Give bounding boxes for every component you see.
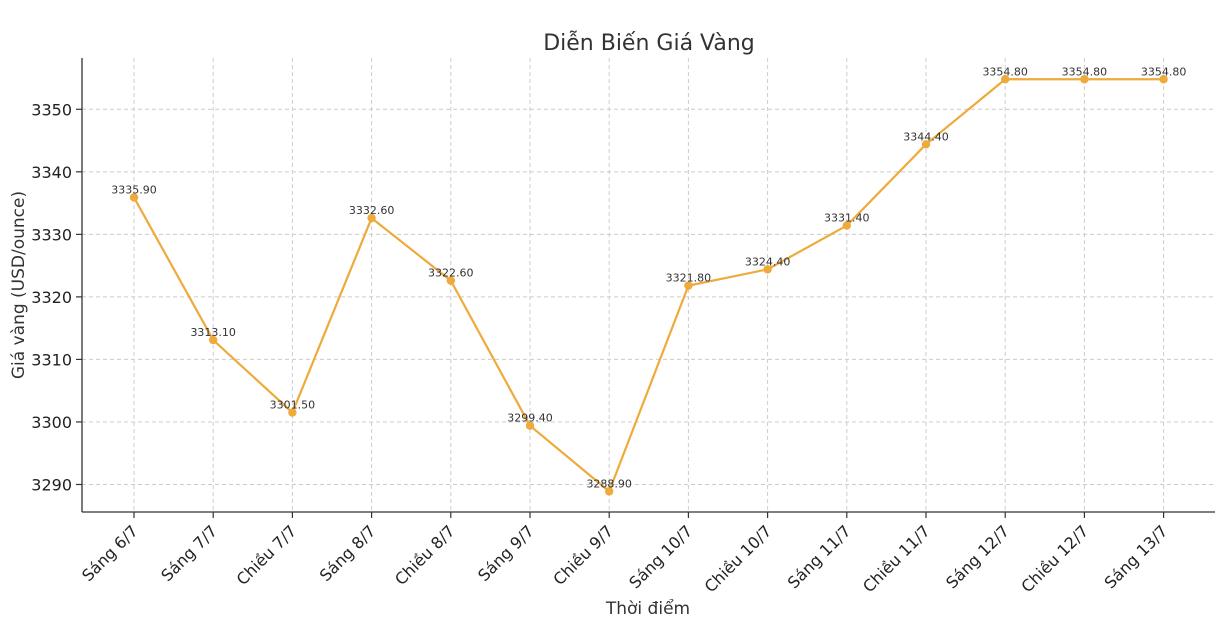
chart-title: Diễn Biến Giá Vàng bbox=[543, 30, 755, 56]
data-point bbox=[1001, 75, 1010, 84]
x-axis-label: Thời điểm bbox=[605, 598, 690, 619]
data-label: 3331.40 bbox=[824, 212, 870, 225]
data-label: 3322.60 bbox=[428, 267, 474, 280]
x-tick-label: Chiều 12/7 bbox=[1017, 521, 1092, 596]
x-tick-label: Chiều 10/7 bbox=[701, 521, 776, 596]
data-labels: 3335.90 3313.10 3301.50 3332.60 3322.60 3299.… bbox=[111, 65, 1186, 490]
x-tick-label: Sáng 7/7 bbox=[157, 521, 221, 585]
data-label: 3354.80 bbox=[982, 65, 1028, 78]
data-label: 3344.40 bbox=[903, 130, 949, 143]
data-point bbox=[1080, 75, 1089, 84]
data-point bbox=[129, 193, 139, 202]
data-label: 3301.50 bbox=[270, 399, 316, 412]
x-tick-label: Chiều 8/7 bbox=[391, 521, 459, 589]
x-axis-ticks: Sáng 6/7 Sáng 7/7 Chiều 7/7 Sáng 8/7 Chiều 8… bbox=[78, 512, 1171, 596]
x-tick-label: Sáng 10/7 bbox=[625, 521, 696, 592]
y-tick-label: 3350 bbox=[31, 100, 72, 119]
data-label: 3299.40 bbox=[507, 412, 553, 425]
data-label: 3321.80 bbox=[666, 272, 712, 285]
price-series bbox=[129, 75, 1168, 496]
y-tick-label: 3310 bbox=[31, 350, 72, 369]
data-label: 3354.80 bbox=[1141, 65, 1187, 78]
data-point bbox=[446, 276, 455, 285]
data-label: 3324.40 bbox=[745, 255, 791, 268]
x-tick-label: Sáng 9/7 bbox=[474, 521, 538, 585]
data-point bbox=[763, 265, 772, 274]
y-axis-label: Giá vàng (USD/ounce) bbox=[9, 191, 29, 379]
data-point bbox=[842, 221, 851, 230]
grid-lines bbox=[82, 58, 1215, 512]
data-label: 3288.90 bbox=[586, 477, 632, 490]
data-point bbox=[525, 421, 535, 430]
data-point bbox=[605, 487, 614, 496]
y-tick-label: 3340 bbox=[31, 163, 72, 182]
y-tick-label: 3300 bbox=[31, 413, 72, 432]
x-tick-label: Sáng 13/7 bbox=[1101, 521, 1172, 592]
y-tick-label: 3320 bbox=[31, 288, 72, 307]
x-tick-label: Chiều 9/7 bbox=[549, 521, 617, 589]
data-point bbox=[684, 281, 693, 290]
data-point bbox=[288, 408, 297, 417]
data-label: 3332.60 bbox=[349, 204, 395, 217]
x-tick-label: Sáng 8/7 bbox=[316, 521, 380, 585]
data-point bbox=[921, 140, 931, 149]
axes bbox=[81, 58, 1215, 513]
y-tick-label: 3290 bbox=[31, 475, 72, 494]
data-label: 3354.80 bbox=[1062, 65, 1108, 78]
data-point bbox=[209, 335, 218, 345]
x-tick-label: Sáng 6/7 bbox=[78, 521, 142, 585]
data-label: 3313.10 bbox=[190, 326, 236, 339]
x-tick-label: Chiều 7/7 bbox=[233, 521, 301, 589]
y-axis-ticks: 3290 3300 3310 3320 3330 3340 3350 bbox=[31, 100, 82, 494]
x-tick-label: Sáng 11/7 bbox=[784, 521, 855, 592]
series-line bbox=[133, 78, 1164, 493]
x-tick-label: Sáng 12/7 bbox=[942, 521, 1013, 592]
data-point bbox=[1159, 75, 1168, 84]
data-point bbox=[367, 213, 376, 223]
x-tick-label: Chiều 11/7 bbox=[859, 521, 934, 596]
y-tick-label: 3330 bbox=[31, 225, 72, 244]
data-label: 3335.90 bbox=[111, 183, 157, 196]
